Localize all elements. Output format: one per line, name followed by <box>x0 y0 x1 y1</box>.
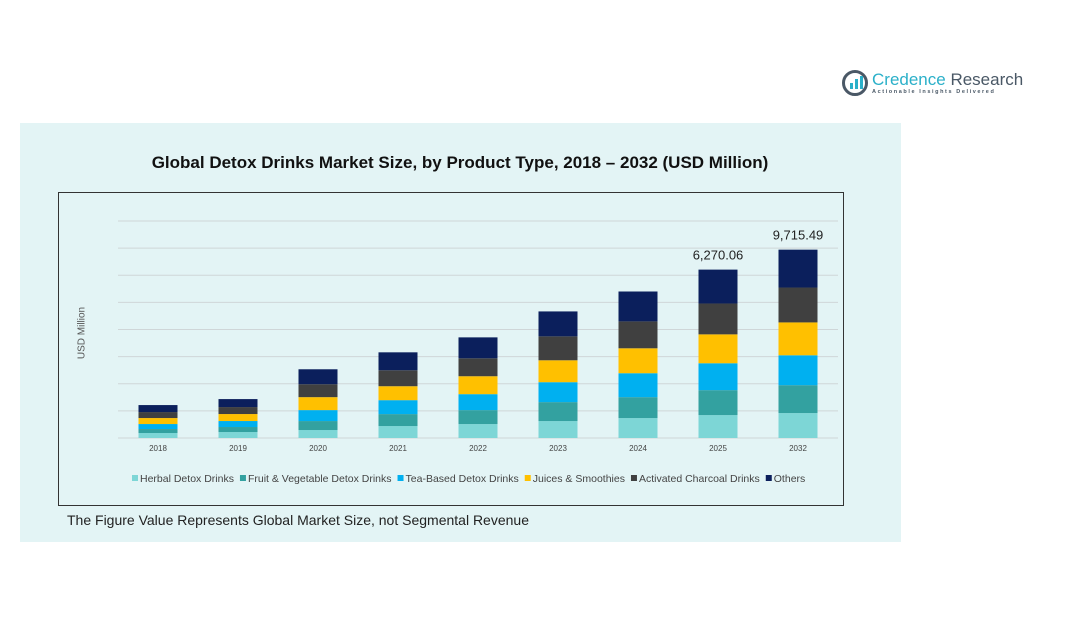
bar-segment <box>538 402 578 422</box>
bar-segment <box>618 348 658 374</box>
x-tick-label: 2018 <box>149 444 167 453</box>
legend-swatch <box>765 475 772 481</box>
legend-swatch <box>239 475 246 481</box>
legend-label: Others <box>774 473 806 485</box>
bar-segment <box>378 414 418 427</box>
bar-segment <box>218 414 258 422</box>
legend-label: Juices & Smoothies <box>533 473 625 485</box>
bar-segment <box>218 407 258 415</box>
x-tick-label: 2025 <box>709 444 727 453</box>
bar-segment <box>698 390 738 416</box>
legend-swatch <box>524 475 531 481</box>
bar-segment <box>458 394 498 411</box>
bar-segment <box>138 412 178 419</box>
bar-segment <box>618 291 658 322</box>
bar-segment <box>698 334 738 364</box>
bar-segment <box>538 382 578 403</box>
bar-segment <box>458 376 498 395</box>
chart-title: Global Detox Drinks Market Size, by Prod… <box>151 153 769 172</box>
bar-segment <box>538 336 578 361</box>
bar-segment <box>698 363 738 391</box>
bar-segment <box>778 249 818 288</box>
bar-segment <box>538 311 578 337</box>
bar-segment <box>298 410 338 422</box>
legend-label: Herbal Detox Drinks <box>140 473 234 485</box>
bar-segment <box>298 430 338 438</box>
bar-segment <box>458 337 498 359</box>
chart-frame <box>58 192 844 506</box>
bar-segment <box>778 287 818 323</box>
bar-segment <box>618 373 658 398</box>
x-tick-label: 2022 <box>469 444 487 453</box>
bar-segment <box>458 358 498 377</box>
bar-segment <box>778 355 818 386</box>
x-tick-label: 2024 <box>629 444 647 453</box>
brand-logo: Credence Research Actionable Insights De… <box>842 70 1023 96</box>
bar-segment <box>218 421 258 428</box>
bar-segment <box>698 269 738 304</box>
bar-segment <box>778 413 818 438</box>
bar-segment <box>298 421 338 431</box>
bar-segment <box>138 429 178 434</box>
brand-tagline: Actionable Insights Delivered <box>872 89 996 95</box>
brand-name: Credence Research <box>872 70 1024 89</box>
bar-segment <box>378 370 418 387</box>
bar-segment <box>378 400 418 415</box>
bar-segment <box>138 418 178 425</box>
bar-segment <box>618 418 658 438</box>
logo-chart-icon <box>842 70 868 96</box>
bar-segment <box>298 369 338 385</box>
footnote: The Figure Value Represents Global Marke… <box>67 512 529 528</box>
legend-label: Tea-Based Detox Drinks <box>406 473 519 485</box>
legend-label: Activated Charcoal Drinks <box>639 473 760 485</box>
bar-segment <box>378 426 418 438</box>
legend-swatch <box>132 475 138 481</box>
bar-segment <box>458 410 498 425</box>
x-tick-label: 2020 <box>309 444 327 453</box>
x-tick-label: 2021 <box>389 444 407 453</box>
legend-swatch <box>630 475 637 481</box>
bar-segment <box>698 415 738 438</box>
bar-segment <box>298 384 338 398</box>
bar-segment <box>218 427 258 433</box>
bar-segment <box>218 399 258 408</box>
bar-segment <box>778 385 818 414</box>
bar-segment <box>778 322 818 356</box>
bar-segment <box>458 424 498 438</box>
bar-segment <box>538 360 578 383</box>
data-label: 9,715.49 <box>773 228 824 243</box>
x-tick-label: 2023 <box>549 444 567 453</box>
bar-segment <box>138 433 178 438</box>
bar-segment <box>138 424 178 430</box>
bar-segment <box>378 352 418 371</box>
bar-segment <box>698 303 738 335</box>
bar-segment <box>618 321 658 349</box>
bar-segment <box>618 397 658 419</box>
data-label: 6,270.06 <box>693 248 744 263</box>
bar-segment <box>378 386 418 401</box>
legend-label: Fruit & Vegetable Detox Drinks <box>248 473 392 485</box>
x-tick-label: 2019 <box>229 444 247 453</box>
x-tick-label: 2032 <box>789 444 807 453</box>
bar-segment <box>538 421 578 438</box>
legend-swatch <box>397 475 404 481</box>
bar-segment <box>138 405 178 413</box>
bar-segment <box>298 397 338 411</box>
bar-segment <box>218 432 258 438</box>
